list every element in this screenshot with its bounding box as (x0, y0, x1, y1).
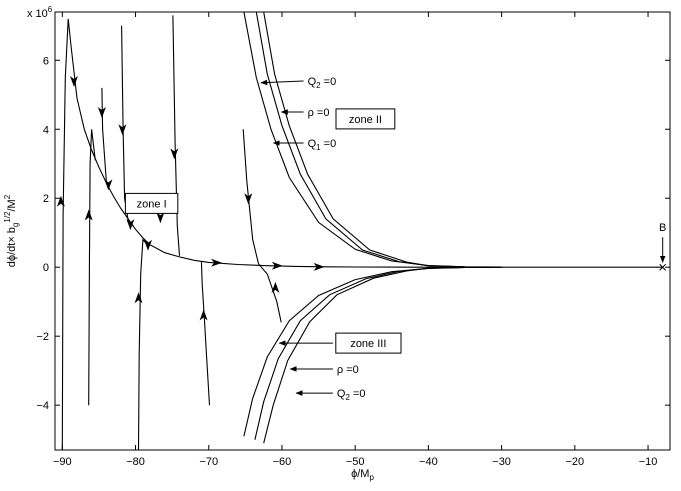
flow-arrow (56, 195, 65, 207)
zone-box (335, 332, 402, 354)
zone-labels: zone I zone II zone III (124, 108, 402, 354)
trajectory-curves (61, 11, 663, 451)
annotation-label: Q1 =0 (308, 138, 337, 152)
x-tick-label: −60 (273, 456, 292, 468)
y-tick-label: 0 (43, 262, 49, 274)
zone-box (335, 108, 396, 130)
flow-arrow (156, 212, 165, 224)
trajectory-curve-11 (263, 11, 502, 268)
trajectory-curve-5 (137, 238, 147, 451)
flow-arrow (144, 239, 152, 251)
trajectory-curve-3 (101, 87, 107, 182)
y-tick-label: −4 (36, 400, 49, 412)
trajectory-curve-10 (255, 11, 502, 268)
plot-frame (54, 11, 671, 451)
zone-label: zone I (137, 198, 167, 210)
flow-arrow (271, 261, 283, 270)
flow-arrow (134, 292, 143, 304)
trajectory-curve-7 (200, 260, 211, 406)
flow-arrow (70, 76, 78, 87)
annotation-arrow (260, 79, 304, 86)
zone-label: zone III (350, 338, 386, 350)
flow-arrow (126, 219, 135, 231)
y-tick-label: 4 (43, 124, 49, 136)
y-axis-multiplier: x 106 (27, 5, 53, 20)
flow-arrow (118, 124, 127, 136)
annotation-label: Q2 =0 (337, 388, 366, 402)
trajectory-curve-14 (263, 266, 502, 444)
annotation-label: ρ =0 (337, 364, 359, 376)
trajectory-curve-6 (172, 15, 181, 256)
point-b-marker: B (659, 222, 667, 271)
x-tick-label: −40 (419, 456, 438, 468)
y-tick-label: 6 (43, 55, 49, 67)
x-tick-label: −30 (492, 456, 511, 468)
point-b-cross (659, 263, 667, 271)
x-tick-label: −80 (126, 456, 145, 468)
annotation-label: ρ =0 (308, 107, 330, 119)
zone-box (124, 192, 179, 214)
flow-arrow (104, 179, 113, 191)
x-tick-label: −10 (639, 456, 658, 468)
flow-arrow (271, 281, 280, 293)
trajectory-curve-2 (88, 129, 96, 406)
x-tick-label: −70 (199, 456, 218, 468)
trajectory-curve-8 (242, 129, 282, 323)
flow-arrow (313, 262, 325, 271)
trajectory-curve-1 (61, 18, 663, 451)
flow-arrows (56, 76, 325, 321)
flow-arrow (170, 148, 179, 160)
x-axis-label: ϕ/Mp (351, 468, 374, 482)
y-tick-label: −2 (36, 331, 49, 343)
x-tick-label: −90 (53, 456, 72, 468)
point-b-label: B (659, 222, 666, 234)
flow-arrow (199, 309, 208, 321)
y-tick-label: 2 (43, 193, 49, 205)
annotation-label: Q2 =0 (308, 76, 337, 90)
y-axis-label: dϕ/dt× bg1/2/M2 (3, 194, 20, 267)
trajectory-curve-9 (243, 11, 502, 268)
flow-arrow (84, 209, 93, 221)
flow-arrow (97, 107, 106, 118)
flow-arrow (244, 193, 253, 205)
flow-arrow (211, 258, 223, 267)
zone-label: zone II (349, 114, 382, 126)
x-tick-label: −20 (565, 456, 584, 468)
x-tick-label: −50 (346, 456, 365, 468)
